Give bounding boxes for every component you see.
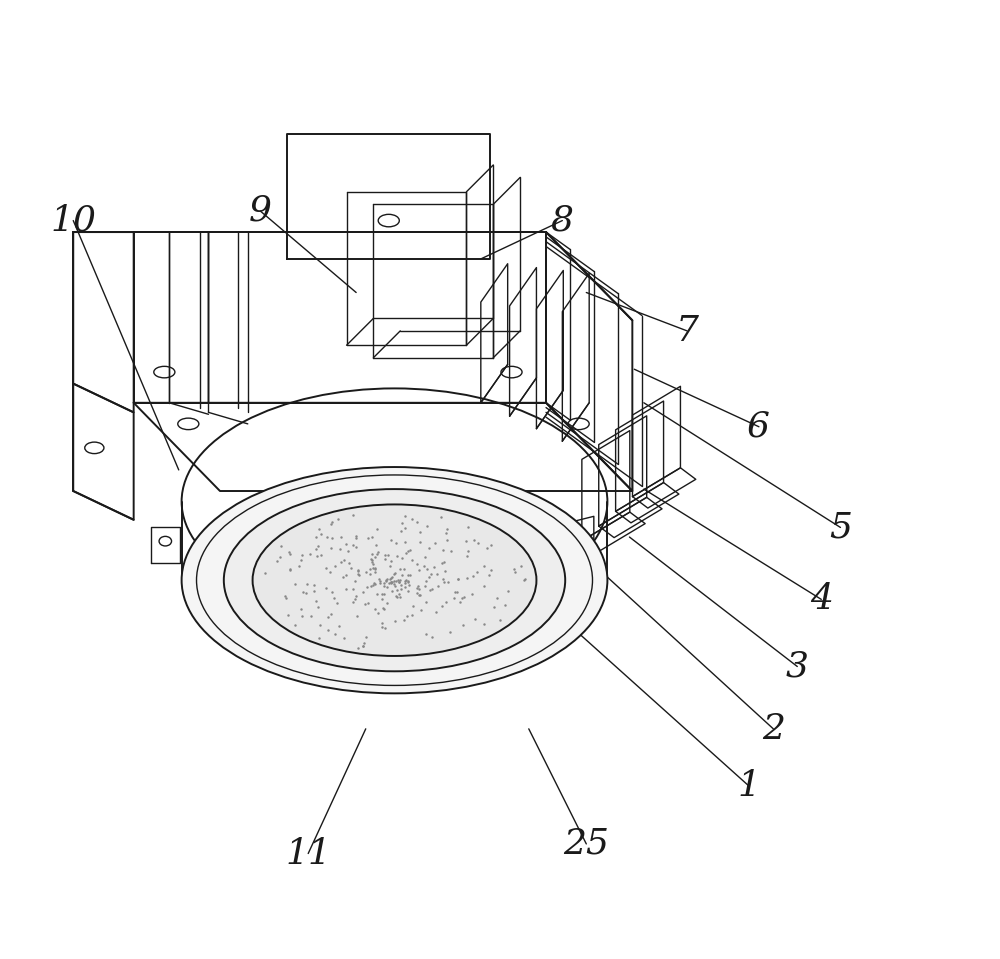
Ellipse shape [253, 504, 536, 656]
Text: 10: 10 [50, 203, 96, 238]
Ellipse shape [224, 489, 565, 671]
Text: 25: 25 [563, 827, 609, 861]
Text: 3: 3 [786, 649, 809, 684]
Text: 7: 7 [676, 314, 699, 348]
Text: 2: 2 [762, 712, 785, 746]
Text: 11: 11 [285, 836, 331, 871]
Text: 5: 5 [829, 510, 852, 545]
Ellipse shape [182, 467, 607, 693]
Text: 1: 1 [738, 769, 761, 804]
Text: 8: 8 [551, 203, 574, 238]
Text: 9: 9 [249, 194, 272, 228]
Text: 6: 6 [747, 409, 770, 444]
Text: 4: 4 [810, 582, 833, 617]
